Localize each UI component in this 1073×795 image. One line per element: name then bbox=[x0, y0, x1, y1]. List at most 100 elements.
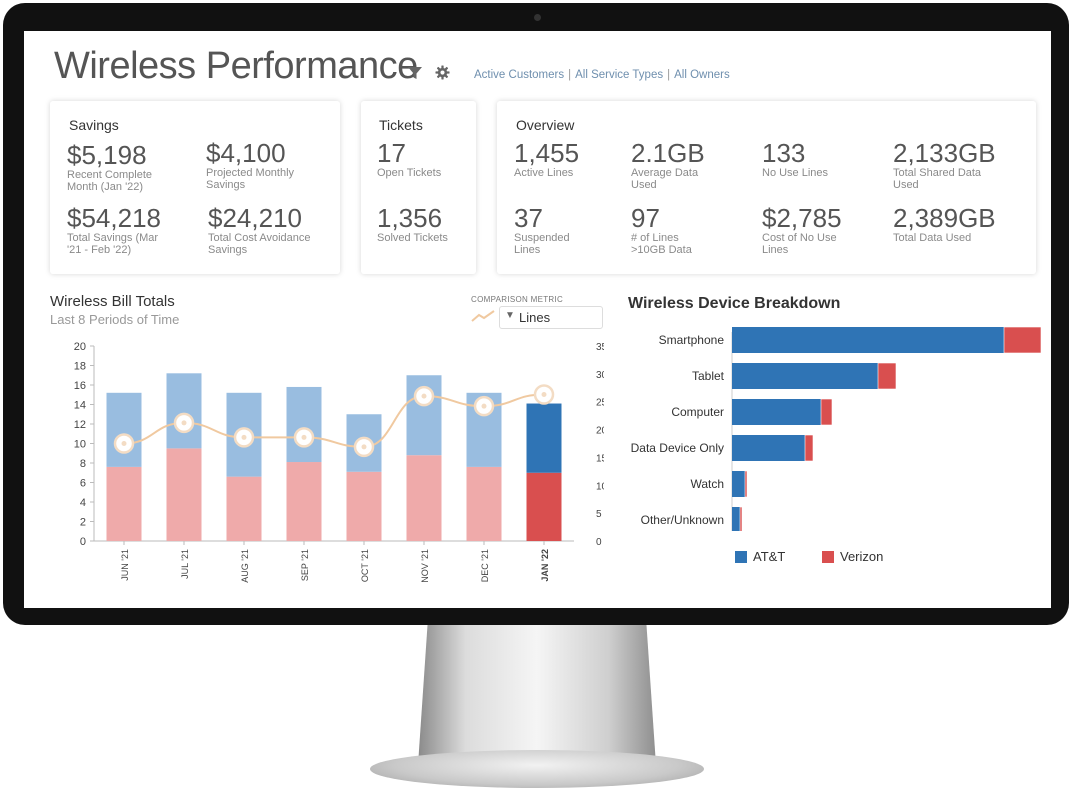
gear-icon[interactable] bbox=[435, 65, 450, 80]
stat-label: Total Shared Data Used bbox=[893, 167, 982, 191]
stat-cost-avoidance: $24,210 Total Cost Avoidance Savings bbox=[208, 204, 328, 256]
stat-projected-monthly: $4,100 Projected Monthly Savings bbox=[206, 139, 306, 191]
filter-service-types[interactable]: All Service Types bbox=[575, 69, 664, 81]
stat-value: $4,100 bbox=[206, 138, 286, 168]
overview-card: Overview 1,455 Active Lines 2.1GB Averag… bbox=[497, 101, 1036, 274]
device-bar-verizon bbox=[820, 398, 833, 426]
monitor-frame: Wireless Performance Active Customers | Al… bbox=[3, 3, 1069, 625]
device-category-label: Tablet bbox=[692, 369, 725, 383]
stat-cost-no-use: $2,785 Cost of No Use Lines bbox=[762, 204, 842, 256]
stat-label: Cost of No Use Lines bbox=[762, 232, 837, 256]
line-point-center bbox=[241, 434, 247, 440]
stat-label: Projected Monthly Savings bbox=[206, 167, 295, 191]
stat-suspended-lines: 37 Suspended Lines bbox=[514, 204, 574, 256]
tickets-card: Tickets 17 Open Tickets 1,356 Solved Tic… bbox=[361, 101, 476, 274]
bar-segment-lower bbox=[466, 466, 502, 541]
chevron-down-icon: ▼ bbox=[505, 310, 515, 321]
line-point-center bbox=[301, 434, 307, 440]
camera-dot bbox=[534, 14, 541, 21]
device-category-label: Other/Unknown bbox=[641, 513, 724, 527]
stat-label: Average Data Used bbox=[631, 167, 699, 191]
stat-value: 2,133GB bbox=[893, 138, 996, 168]
device-chart-title: Wireless Device Breakdown bbox=[628, 295, 841, 312]
bar-segment-lower bbox=[286, 462, 322, 541]
line-point-center bbox=[421, 393, 427, 399]
savings-title: Savings bbox=[69, 117, 119, 133]
stat-label: Suspended Lines bbox=[514, 232, 570, 256]
stat-label: Total Data Used bbox=[893, 232, 972, 244]
stat-label: No Use Lines bbox=[762, 167, 829, 179]
stat-value: 1,356 bbox=[377, 203, 443, 233]
monitor-stand bbox=[418, 625, 656, 765]
stat-total-shared-data: 2,133GB Total Shared Data Used bbox=[893, 139, 996, 191]
x-tick-label: OCT '21 bbox=[360, 549, 370, 582]
stat-label: Total Cost Avoidance Savings bbox=[208, 232, 311, 256]
y2-tick-label: 35 bbox=[596, 342, 604, 353]
line-point-center bbox=[121, 441, 127, 446]
stat-label: Active Lines bbox=[514, 167, 574, 179]
device-bar-verizon bbox=[804, 434, 814, 462]
y-tick-label: 14 bbox=[74, 400, 86, 412]
monitor-base bbox=[370, 750, 704, 788]
stat-value: 17 bbox=[377, 138, 406, 168]
stat-recent-month: $5,198 Recent Complete Month (Jan '22) bbox=[67, 141, 157, 193]
y-tick-label: 10 bbox=[74, 439, 86, 451]
x-tick-label: JUL '21 bbox=[180, 549, 190, 579]
x-tick-label: JAN '22 bbox=[540, 549, 550, 582]
device-bar-att bbox=[732, 435, 805, 461]
y2-tick-label: 20 bbox=[596, 426, 604, 437]
comparison-metric-select[interactable]: ▼ Lines bbox=[499, 306, 603, 329]
y2-tick-label: 0 bbox=[596, 537, 602, 548]
stat-value: $5,198 bbox=[67, 140, 147, 170]
bill-chart-subtitle: Last 8 Periods of Time bbox=[50, 312, 180, 327]
legend-att-label: AT&T bbox=[753, 549, 786, 564]
device-bar-att bbox=[732, 471, 745, 497]
stat-value: 133 bbox=[762, 138, 806, 168]
stat-label: Recent Complete Month (Jan '22) bbox=[67, 169, 152, 193]
bill-totals-chart: 0 2 4 6 8 10 12 14 16 18 20 0 5 10 15 20 25 30 35 JUN '21 JU… bbox=[74, 341, 604, 583]
stat-total-data: 2,389GB Total Data Used bbox=[893, 204, 1013, 244]
bar-segment-lower bbox=[526, 472, 562, 541]
device-category-label: Watch bbox=[690, 477, 724, 491]
stat-value: 2.1GB bbox=[631, 138, 705, 168]
y2-tick-label: 15 bbox=[596, 453, 604, 464]
y-tick-label: 20 bbox=[74, 341, 86, 353]
filter-active-customers[interactable]: Active Customers bbox=[474, 69, 565, 81]
filter-breadcrumb: Active Customers | All Service Types | All O… bbox=[474, 69, 730, 81]
stat-label: Open Tickets bbox=[377, 167, 442, 179]
x-tick-label: AUG '21 bbox=[240, 549, 250, 583]
stat-value: 37 bbox=[514, 203, 543, 233]
bar-segment-upper bbox=[166, 373, 202, 449]
y-tick-label: 16 bbox=[74, 380, 86, 392]
stat-lines-over-10gb: 97 # of Lines >10GB Data bbox=[631, 204, 701, 256]
device-breakdown-chart: Smartphone Tablet Computer Data Device Only… bbox=[631, 326, 1042, 531]
stat-value: $2,785 bbox=[762, 203, 842, 233]
device-category-label: Data Device Only bbox=[631, 441, 724, 455]
device-bar-att bbox=[732, 327, 1004, 353]
stat-label: Total Savings (Mar '21 - Feb '22) bbox=[67, 232, 159, 256]
stat-total-savings: $54,218 Total Savings (Mar '21 - Feb '22… bbox=[67, 204, 167, 256]
line-point-center bbox=[541, 391, 547, 397]
device-category-label: Computer bbox=[671, 405, 724, 419]
y2-tick-label: 5 bbox=[596, 509, 602, 520]
y-tick-label: 6 bbox=[80, 478, 86, 490]
legend-att-swatch bbox=[735, 551, 747, 563]
line-point-center bbox=[481, 403, 487, 409]
legend-verizon-label: Verizon bbox=[840, 549, 884, 564]
bar-segment-upper bbox=[526, 403, 562, 473]
tickets-title: Tickets bbox=[379, 117, 423, 133]
dashboard-screen: Wireless Performance Active Customers | Al… bbox=[24, 31, 1051, 608]
device-bar-verizon bbox=[1003, 326, 1042, 354]
bill-chart-title: Wireless Bill Totals bbox=[50, 293, 175, 310]
filter-owners[interactable]: All Owners bbox=[674, 69, 730, 81]
bar-segment-lower bbox=[106, 466, 142, 541]
y-tick-label: 2 bbox=[80, 517, 86, 529]
device-bar-att bbox=[732, 363, 878, 389]
filter-icon[interactable] bbox=[408, 66, 422, 80]
bar-segment-lower bbox=[226, 476, 262, 541]
y-tick-label: 8 bbox=[80, 458, 86, 470]
stat-open-tickets: 17 Open Tickets bbox=[377, 139, 472, 179]
y-tick-label: 0 bbox=[80, 536, 86, 548]
y2-tick-label: 25 bbox=[596, 398, 604, 409]
stat-value: 97 bbox=[631, 203, 660, 233]
